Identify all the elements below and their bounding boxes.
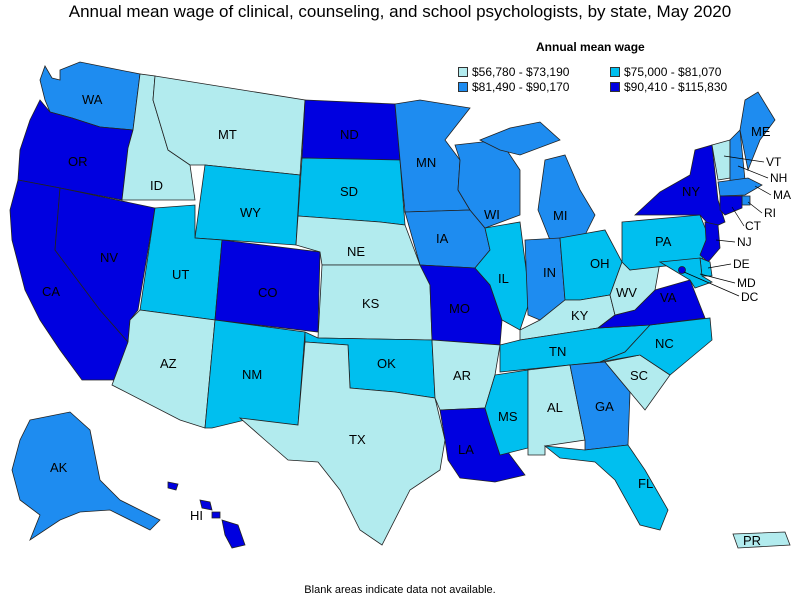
state-MI	[537, 154, 596, 241]
label-AR: AR	[453, 368, 471, 383]
leader-RI	[747, 201, 763, 214]
legend-item-bin-3: $90,410 - $115,830	[610, 80, 727, 94]
label-AZ: AZ	[160, 356, 177, 371]
state-HI	[167, 481, 246, 549]
legend-label: $56,780 - $73,190	[472, 65, 570, 79]
state-labels: WA OR CA NV ID MT WY UT AZ CO NM ND SD N…	[42, 92, 791, 548]
leader-DE	[707, 263, 732, 269]
label-IA: IA	[436, 231, 449, 246]
state-CT	[719, 195, 743, 216]
label-ND: ND	[340, 127, 359, 142]
label-KY: KY	[571, 308, 589, 323]
leader-NH	[737, 165, 769, 179]
legend-label: $75,000 - $81,070	[624, 65, 722, 79]
state-PR	[732, 531, 791, 549]
label-WA: WA	[82, 92, 103, 107]
label-MT: MT	[218, 127, 237, 142]
leader-VT	[723, 155, 765, 163]
leader-MD	[699, 273, 736, 284]
legend-item-bin-2: $81,490 - $90,170	[458, 80, 569, 94]
label-NC: NC	[655, 336, 674, 351]
label-RI: RI	[764, 206, 776, 220]
label-HI: HI	[190, 508, 203, 523]
label-MI: MI	[553, 208, 567, 223]
label-MD: MD	[737, 276, 756, 290]
label-SC: SC	[630, 368, 648, 383]
state-DC	[678, 266, 686, 274]
legend-swatch	[458, 67, 468, 77]
state-IL	[474, 221, 531, 331]
label-WY: WY	[240, 205, 261, 220]
label-AK: AK	[50, 460, 68, 475]
label-OK: OK	[377, 356, 396, 371]
label-NH: NH	[770, 171, 787, 185]
state-NC	[599, 317, 713, 376]
leader-lines	[683, 155, 772, 297]
label-WI: WI	[484, 207, 500, 222]
label-ID: ID	[150, 178, 163, 193]
label-PR: PR	[743, 533, 761, 548]
label-NJ: NJ	[737, 235, 752, 249]
label-OH: OH	[590, 256, 610, 271]
state-MI-UP	[479, 121, 561, 156]
state-MA	[717, 177, 763, 197]
label-NM: NM	[242, 367, 262, 382]
label-AL: AL	[547, 400, 563, 415]
label-CT: CT	[745, 219, 762, 233]
label-NV: NV	[100, 250, 118, 265]
label-CO: CO	[258, 285, 278, 300]
label-LA: LA	[458, 442, 474, 457]
state-FL	[543, 444, 669, 531]
label-IL: IL	[498, 271, 509, 286]
label-SD: SD	[340, 184, 358, 199]
legend-swatch	[610, 82, 620, 92]
state-NY	[633, 144, 726, 229]
label-DE: DE	[733, 257, 750, 271]
label-NE: NE	[347, 244, 365, 259]
legend-swatch	[610, 67, 620, 77]
legend-label: $90,410 - $115,830	[624, 80, 728, 94]
state-TX	[238, 341, 446, 546]
label-TX: TX	[349, 432, 366, 447]
label-FL: FL	[638, 476, 653, 491]
footnote: Blank areas indicate data not available.	[304, 584, 496, 596]
label-PA: PA	[655, 234, 672, 249]
label-ME: ME	[751, 124, 771, 139]
state-RI	[741, 195, 751, 206]
leader-NJ	[715, 239, 736, 243]
label-DC: DC	[741, 290, 759, 304]
label-WV: WV	[616, 285, 637, 300]
label-UT: UT	[172, 267, 189, 282]
legend-item-bin-0: $56,780 - $73,190	[458, 65, 569, 79]
state-AK	[11, 411, 161, 542]
label-MA: MA	[773, 188, 791, 202]
map-title: Annual mean wage of clinical, counseling…	[68, 2, 732, 21]
legend-swatch	[458, 82, 468, 92]
label-MS: MS	[498, 409, 518, 424]
leader-MA	[754, 185, 772, 196]
label-VA: VA	[660, 290, 677, 305]
legend-item-bin-1: $75,000 - $81,070	[610, 65, 721, 79]
label-CA: CA	[42, 284, 60, 299]
label-NY: NY	[682, 184, 700, 199]
label-TN: TN	[549, 344, 566, 359]
label-OR: OR	[68, 154, 88, 169]
label-MO: MO	[449, 301, 470, 316]
label-MN: MN	[416, 155, 436, 170]
leader-CT	[731, 206, 745, 227]
label-VT: VT	[766, 155, 782, 169]
legend-title: Annual mean wage	[536, 40, 645, 54]
label-IN: IN	[543, 265, 556, 280]
legend-label: $81,490 - $90,170	[472, 80, 570, 94]
leader-DC	[683, 271, 740, 297]
label-GA: GA	[595, 399, 614, 414]
label-KS: KS	[362, 296, 380, 311]
